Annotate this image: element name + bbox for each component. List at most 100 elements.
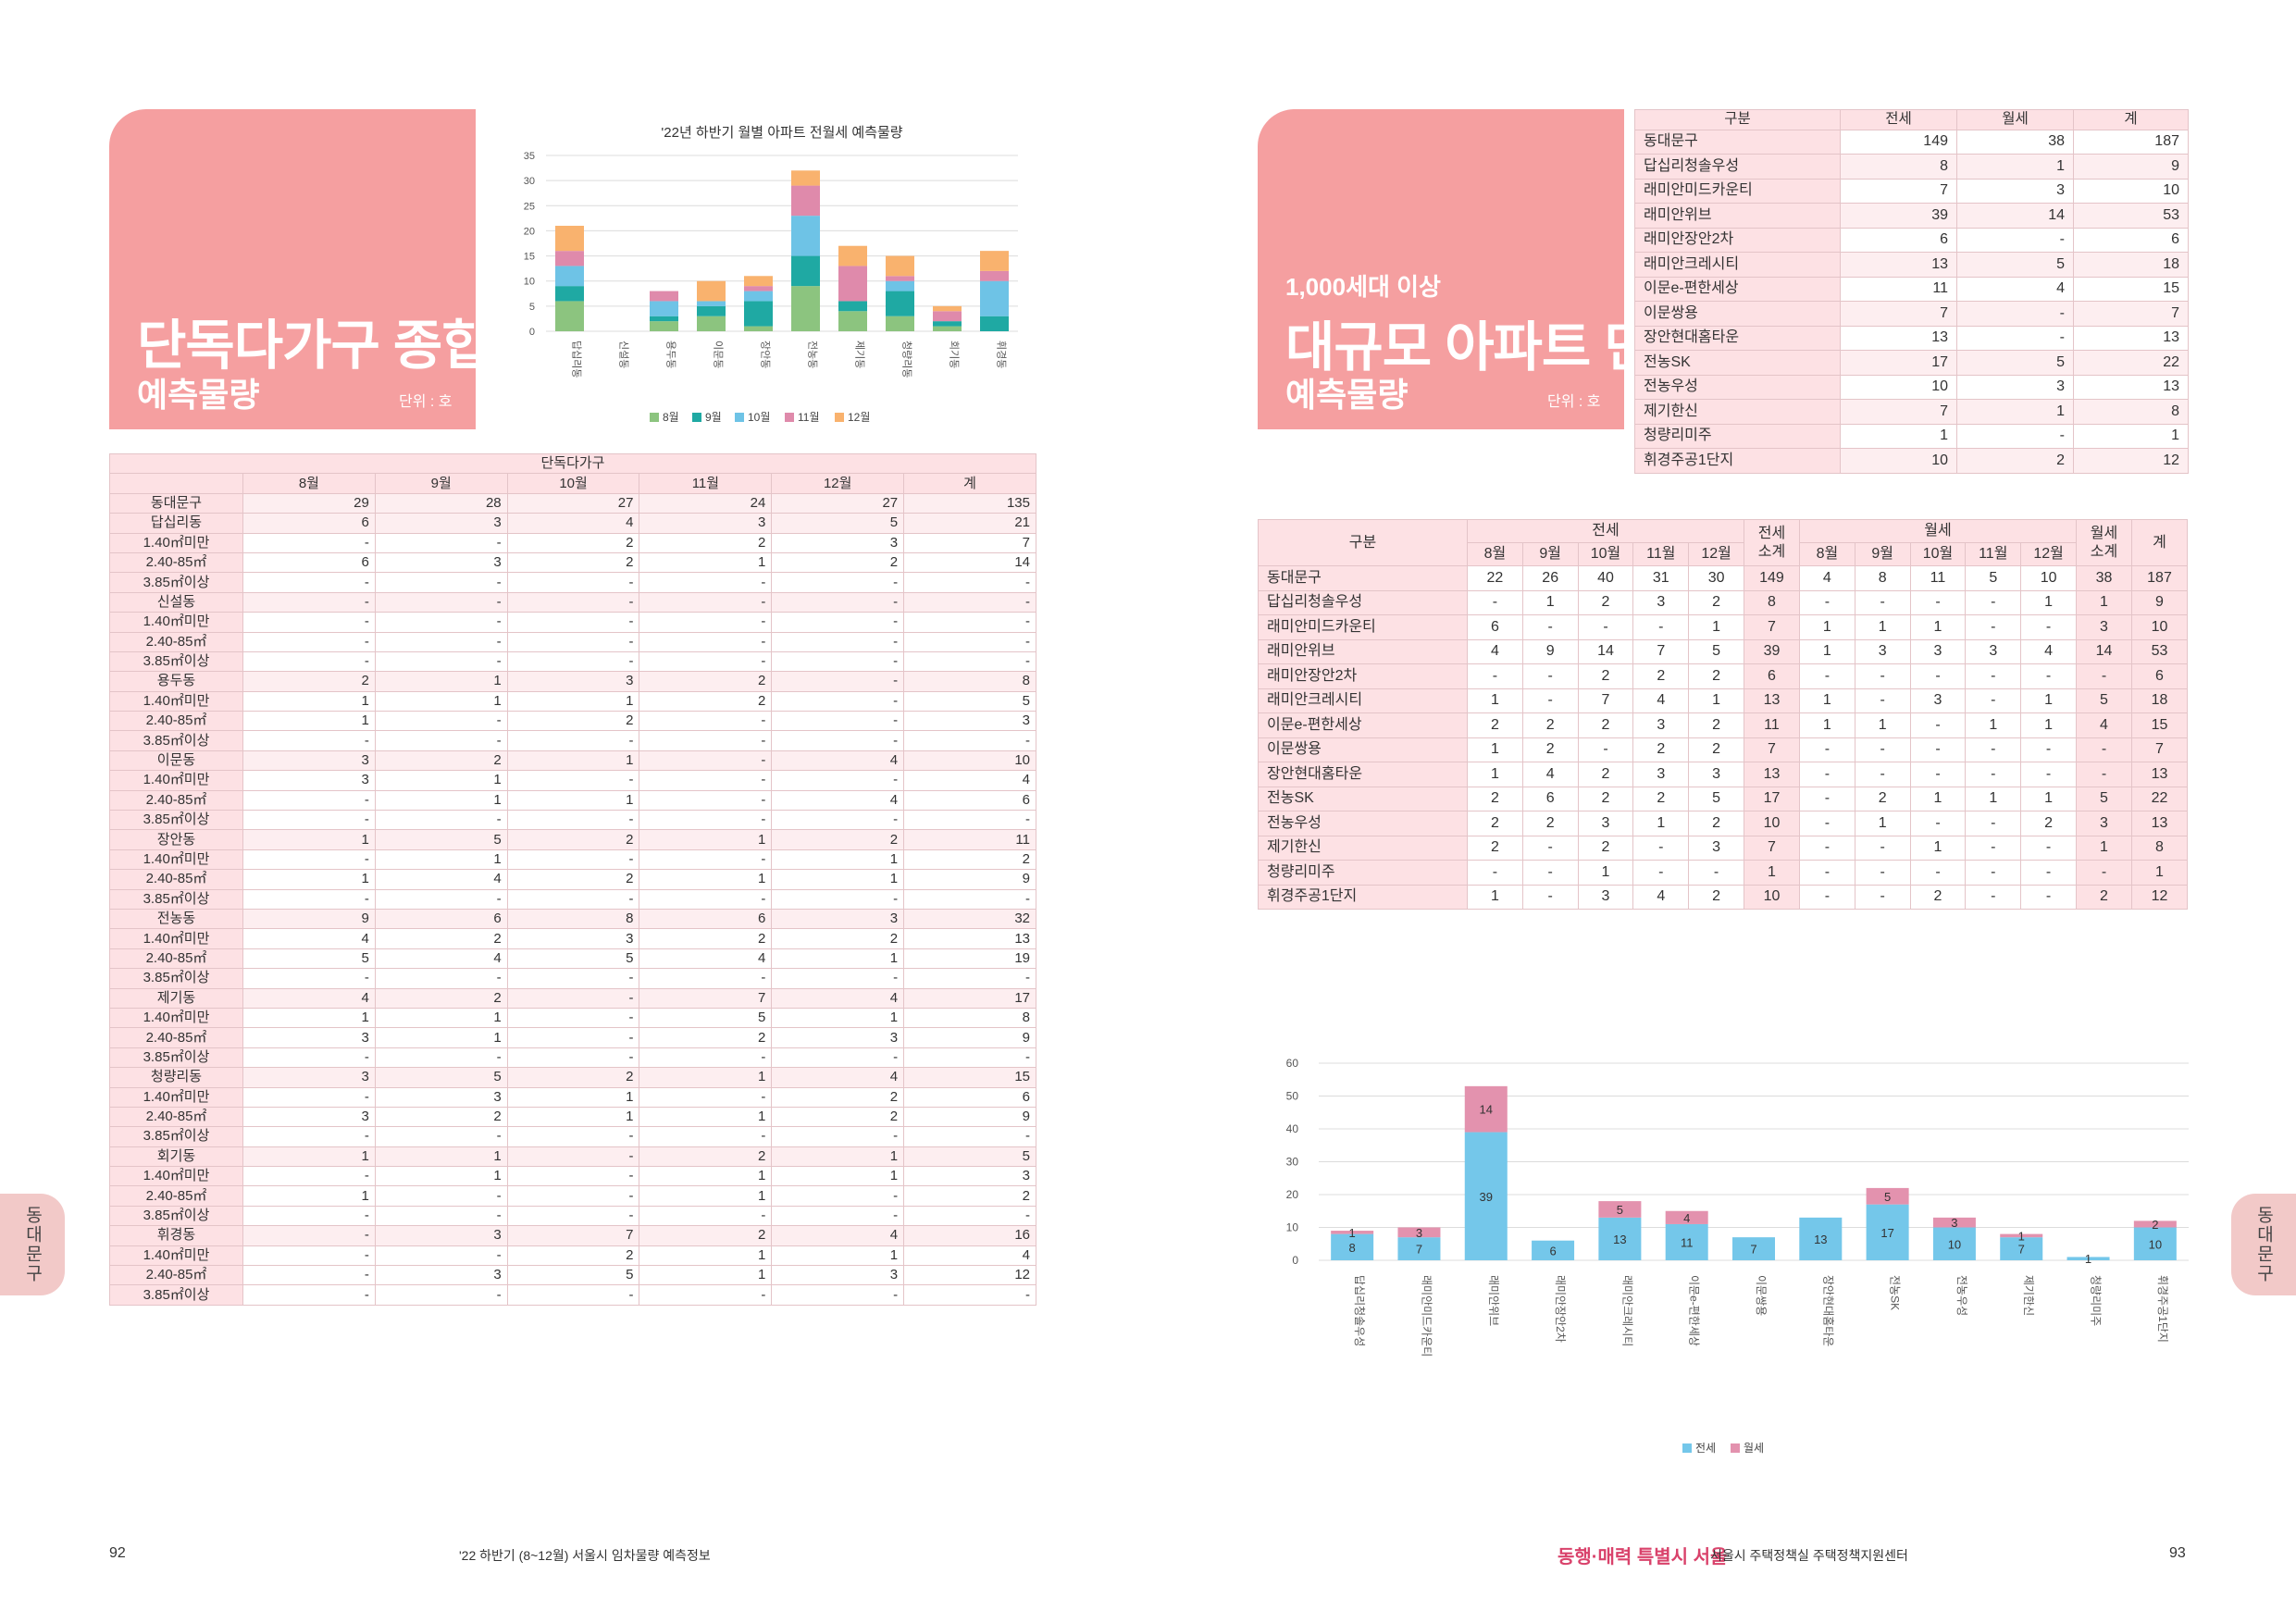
row-value: 4 [374, 869, 508, 890]
bar-segment [1732, 1237, 1775, 1260]
wolse-subtotal: 4 [2076, 712, 2132, 738]
wolse-value: 3 [1854, 638, 1911, 664]
legend-swatch [785, 413, 794, 422]
x-tick-label: 이문동 [713, 341, 725, 368]
table-row: 2.40-85㎡ -3 5 1 3 12 [109, 1265, 1036, 1286]
row-label: 이문쌍용 [1258, 737, 1468, 762]
wolse-month-header: 12월 [2020, 542, 2077, 566]
row-value: 13 [1840, 252, 1957, 278]
row-value: 2 [639, 532, 773, 553]
wolse-value: 4 [2020, 638, 2077, 664]
bar-segment [650, 316, 678, 322]
wolse-value: - [1854, 688, 1911, 713]
row-value: 5 [374, 1067, 508, 1088]
table-row: 1.40㎡미만 -1- -1 2 [109, 849, 1036, 871]
row-label: 장안동 [109, 829, 243, 850]
wolse-value: - [1798, 762, 1855, 787]
summary-col-header: 구분 [1634, 109, 1841, 130]
row-label: 답십리청솔우성 [1634, 154, 1841, 180]
row-value: 1 [1956, 154, 2074, 180]
wolse-value: - [1854, 663, 1911, 689]
jeonse-value: - [1467, 663, 1523, 689]
row-value: - [903, 1047, 1036, 1069]
row-label: 회기동 [109, 1146, 243, 1168]
data-label: 7 [1750, 1243, 1756, 1257]
row-value: - [639, 1284, 773, 1306]
row-value: 13 [1840, 325, 1957, 352]
row-value: - [506, 770, 640, 791]
row-value: 4 [771, 750, 905, 772]
data-label: 10 [2149, 1237, 2162, 1251]
table-row: 1.40㎡미만 4 2 3 2 2 13 [109, 928, 1036, 949]
jeonse-value: - [1632, 860, 1690, 886]
row-total: 187 [2131, 565, 2188, 591]
row-label: 이문e-편한세상 [1258, 712, 1468, 738]
row-value: 2 [771, 551, 905, 574]
y-tick-label: 60 [1286, 1057, 1299, 1070]
wolse-value: 2 [1854, 786, 1911, 812]
jeonse-month-header: 11월 [1632, 542, 1690, 566]
bar-segment [1397, 1237, 1441, 1260]
row-value: - [639, 730, 773, 751]
jeonse-month-header: 8월 [1467, 542, 1523, 566]
right-side-tab[interactable]: 동대문구 [2231, 1194, 2296, 1295]
row-label: 1.40㎡미만 [109, 612, 243, 633]
right-page-number: 93 [2169, 1545, 2186, 1561]
row-label: 3.85㎡이상 [109, 968, 243, 989]
y-tick-label: 30 [1286, 1156, 1299, 1169]
complex-monthly-table: 구분 전세 전세 소계 월세 월세 소계 계 8월 9월 10월 11월 12월 8월 9월… [1258, 519, 2188, 910]
row-value: - [506, 968, 640, 989]
row-value: 1 [374, 1027, 508, 1048]
row-value: 1 [242, 711, 376, 732]
data-label: 13 [1613, 1233, 1626, 1246]
jeonse-subtotal: 13 [1743, 688, 1800, 713]
bar-segment [2066, 1257, 2110, 1260]
row-label: 전농SK [1634, 350, 1841, 376]
legend-swatch [650, 413, 659, 422]
row-value: 17 [1840, 350, 1957, 376]
table-row: 3.85㎡이상 - - - - - - [109, 572, 1036, 593]
wolse-value: - [1854, 835, 1911, 861]
data-label: 1 [2085, 1252, 2091, 1266]
jeonse-value: 3 [1688, 835, 1744, 861]
wolse-value: 1 [1798, 688, 1855, 713]
row-value: - [1956, 325, 2074, 352]
row-value: 2 [506, 1245, 640, 1267]
jeonse-value: 2 [1632, 663, 1690, 689]
row-value: 32 [903, 908, 1036, 930]
row-value: 2 [639, 1027, 773, 1048]
left-unit-label: 단위 : 호 [399, 394, 453, 410]
row-value: 16 [903, 1225, 1036, 1246]
table-row: 장안현대홈타운 1 4 2 3 3 13- - - - - -13 [1258, 762, 2188, 787]
jeonse-value: 3 [1632, 712, 1690, 738]
bar-segment [697, 305, 726, 316]
wolse-value: - [2020, 884, 2077, 910]
row-value: - [242, 572, 376, 593]
jeonse-value: 31 [1632, 565, 1690, 591]
table-row: 이문e-편한세상 2 2 2 3 2 11 1 1-1 1 4 15 [1258, 712, 2188, 738]
row-label: 2.40-85㎡ [109, 869, 243, 890]
row-value: 3 [374, 1086, 508, 1108]
legend-swatch [692, 413, 701, 422]
jeonse-value: 2 [1521, 811, 1579, 836]
row-label: 1.40㎡미만 [109, 1007, 243, 1029]
x-tick-label: 장안동 [760, 341, 772, 368]
y-tick-label: 0 [1292, 1254, 1298, 1267]
jeonse-value: 1 [1688, 614, 1744, 640]
row-value: 17 [903, 987, 1036, 1009]
wolse-value: - [1854, 884, 1911, 910]
bar-segment [791, 170, 820, 186]
row-value: - [374, 1245, 508, 1267]
row-value: 6 [242, 551, 376, 574]
row-value: - [903, 1126, 1036, 1147]
y-tick-label: 15 [524, 252, 535, 263]
table-row: 청량리동 3 5 2 1 4 15 [109, 1067, 1036, 1088]
table-row: 3.85㎡이상 - - - - - - [109, 1047, 1036, 1069]
row-value: - [506, 1166, 640, 1187]
left-side-tab[interactable]: 동대문구 [0, 1194, 65, 1295]
row-label: 용두동 [109, 671, 243, 692]
bar-segment [1598, 1217, 1642, 1260]
wolse-value: - [1965, 884, 2022, 910]
detached-col-header: 11월 [639, 473, 773, 494]
jeonse-value: 2 [1688, 884, 1744, 910]
